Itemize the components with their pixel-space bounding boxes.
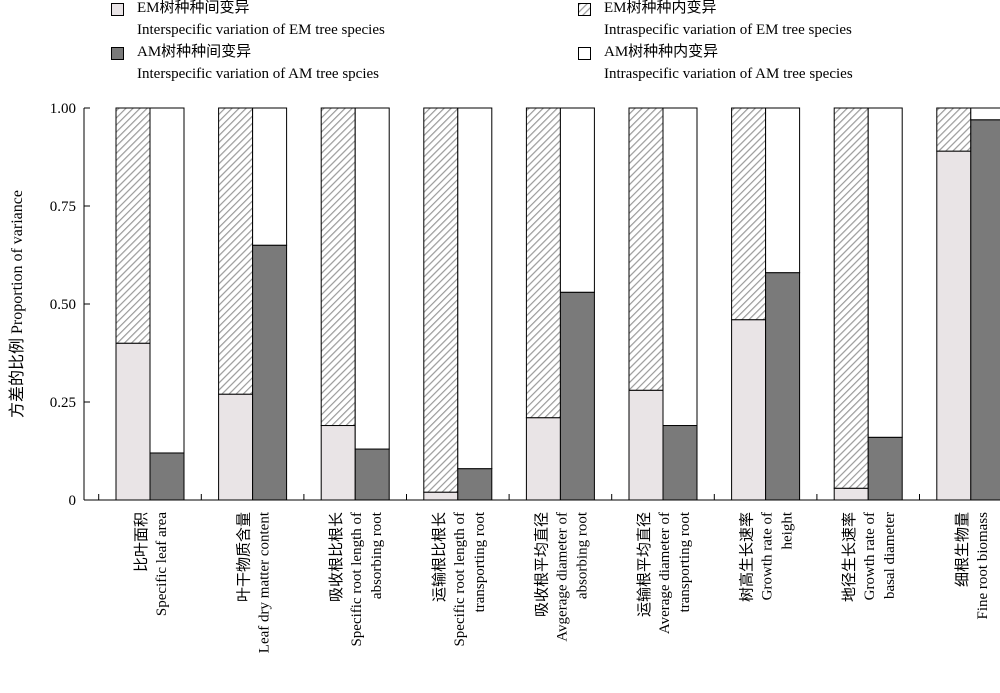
y-tick-label: 0.75 bbox=[50, 199, 76, 215]
y-tick-label: 1.00 bbox=[50, 101, 76, 117]
bar-em-intraspecific bbox=[423, 107, 459, 493]
bar-am-intraspecific bbox=[559, 107, 595, 293]
bar-em-intraspecific bbox=[320, 107, 356, 427]
bar-am-intraspecific bbox=[970, 107, 1000, 121]
bar-em-intraspecific bbox=[936, 107, 972, 152]
bar-am-intraspecific bbox=[354, 107, 390, 450]
axes: 0 0.25 0.50 0.75 1.00 bbox=[50, 101, 998, 509]
x-tick-label-en: Specific root length of bbox=[452, 512, 468, 647]
legend-item-em-inter: EM树种种间变异 Interspecific variation of EM t… bbox=[0, 0, 480, 42]
bar-am-intraspecific bbox=[867, 107, 903, 438]
bar-am-intraspecific bbox=[662, 107, 698, 427]
x-tick-label-zh: 吸收根平均直径 bbox=[533, 512, 550, 617]
bar-am-interspecific bbox=[867, 436, 903, 501]
legend-label-zh: AM树种种内变异 bbox=[604, 44, 719, 60]
x-tick-label-en: Leaf dry matter content bbox=[257, 511, 273, 653]
x-tick-label-zh: 运输根平均直径 bbox=[636, 512, 653, 617]
bars bbox=[115, 107, 1000, 501]
x-tick-label-en: basal diameter bbox=[882, 512, 898, 599]
bar-em-interspecific bbox=[115, 342, 151, 501]
x-tick-label-en: Average diameter of bbox=[657, 512, 673, 634]
legend-label-en: Interspecific variation of AM tree spcie… bbox=[137, 66, 379, 82]
x-tick-label-en: height bbox=[780, 511, 796, 549]
bar-am-interspecific bbox=[559, 291, 595, 501]
bar-am-interspecific bbox=[457, 468, 493, 501]
bar-am-intraspecific bbox=[252, 107, 288, 246]
legend-item-am-intra: AM树种种内变异 Intraspecific variation of AM t… bbox=[480, 44, 980, 86]
bar-em-intraspecific bbox=[833, 107, 869, 489]
bar-em-interspecific bbox=[833, 487, 869, 501]
x-tick-label-zh: 树高生长速率 bbox=[739, 512, 756, 602]
x-tick-label-en: Growth rate of bbox=[760, 512, 776, 600]
y-tick-label: 0.25 bbox=[50, 395, 76, 411]
bar-am-intraspecific bbox=[457, 107, 493, 470]
legend-label-zh: EM树种种内变异 bbox=[604, 0, 717, 16]
bar-em-interspecific bbox=[218, 393, 254, 501]
bar-am-interspecific bbox=[252, 244, 288, 501]
legend-label-en: Interspecific variation of EM tree speci… bbox=[137, 22, 385, 38]
bar-em-interspecific bbox=[320, 425, 356, 501]
legend-label-en: Intraspecific variation of EM tree speci… bbox=[604, 22, 852, 38]
legend-label-zh: AM树种种间变异 bbox=[137, 44, 252, 60]
bar-em-interspecific bbox=[936, 150, 972, 501]
bar-am-interspecific bbox=[662, 425, 698, 501]
x-tick-label-en: Growth rate of bbox=[862, 512, 878, 600]
bar-em-intraspecific bbox=[218, 107, 254, 395]
legend-swatch-am-intra bbox=[578, 47, 591, 60]
legend-swatch-em-inter bbox=[111, 3, 124, 16]
x-tick-label-en: Fine root biomass bbox=[975, 512, 991, 620]
legend-item-am-inter: AM树种种间变异 Interspecific variation of AM t… bbox=[0, 44, 480, 86]
legend-swatch-am-inter bbox=[111, 47, 124, 60]
legend-label-zh: EM树种种间变异 bbox=[137, 0, 250, 16]
bar-em-interspecific bbox=[525, 417, 561, 501]
x-tick-label-en: Specific root length of bbox=[349, 512, 365, 647]
bar-em-intraspecific bbox=[731, 107, 767, 321]
bar-am-interspecific bbox=[354, 448, 390, 501]
x-tick-label-zh: 细根生物量 bbox=[954, 512, 971, 587]
bar-am-interspecific bbox=[970, 119, 1000, 501]
x-tick-label-en: Avgerage diameter of bbox=[554, 512, 570, 642]
x-tick-label-en: transporting root bbox=[677, 511, 693, 612]
x-tick-label-en: absorbing root bbox=[369, 511, 385, 599]
x-tick-label-zh: 吸收根比根长 bbox=[328, 512, 345, 602]
bar-em-intraspecific bbox=[525, 107, 561, 419]
bar-am-intraspecific bbox=[765, 107, 801, 274]
bar-em-interspecific bbox=[628, 389, 664, 501]
x-tick-label-en: Specific leaf area bbox=[154, 512, 170, 616]
y-axis-label: 方差的比例 Proportion of variance bbox=[8, 190, 26, 418]
x-tick-label-zh: 叶干物质含量 bbox=[236, 512, 253, 602]
legend-label-en: Intraspecific variation of AM tree speci… bbox=[604, 66, 853, 82]
x-tick-label-en: absorbing root bbox=[574, 511, 590, 599]
bar-am-interspecific bbox=[149, 452, 185, 501]
bar-em-interspecific bbox=[731, 319, 767, 501]
bar-em-interspecific bbox=[423, 491, 459, 501]
x-tick-labels: 比叶面积 Specific leaf area 叶干物质含量 Leaf dry mat… bbox=[133, 511, 991, 653]
bar-em-intraspecific bbox=[115, 107, 151, 344]
y-tick-label: 0.50 bbox=[50, 297, 76, 313]
legend-swatch-em-intra bbox=[578, 3, 591, 16]
bar-am-intraspecific bbox=[149, 107, 185, 454]
x-tick-label-zh: 比叶面积 bbox=[133, 512, 150, 572]
legend-item-em-intra: EM树种种内变异 Intraspecific variation of EM t… bbox=[480, 0, 980, 42]
bar-am-interspecific bbox=[765, 272, 801, 501]
bar-em-intraspecific bbox=[628, 107, 664, 391]
x-tick-label-en: transporting root bbox=[472, 511, 488, 612]
y-tick-label: 0 bbox=[69, 493, 77, 509]
x-tick-label-zh: 地径生长速率 bbox=[841, 512, 858, 602]
x-tick-label-zh: 运输根比根长 bbox=[431, 512, 448, 602]
